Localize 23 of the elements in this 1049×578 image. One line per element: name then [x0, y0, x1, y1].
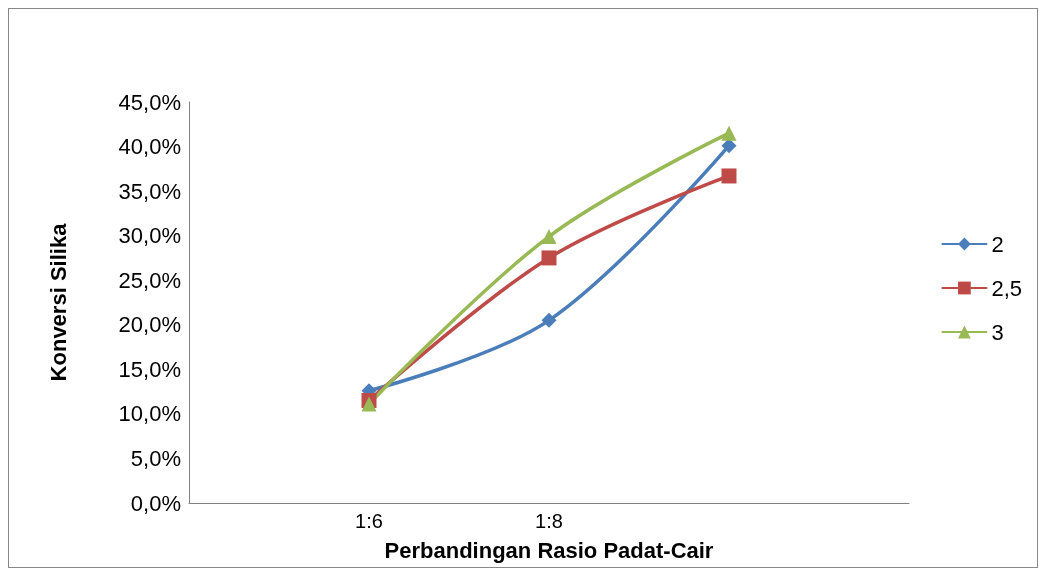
legend-label: 2 [991, 231, 1004, 257]
y-tick-label: 35,0% [118, 178, 181, 204]
y-axis-title: Konversi Silika [45, 222, 71, 382]
y-tick-label: 20,0% [118, 312, 181, 338]
point [541, 250, 557, 266]
x-tick-label: 1:8 [535, 510, 563, 532]
y-tick-label: 10,0% [118, 401, 181, 427]
x-axis-title: Perbandingan Rasio Padat-Cair [384, 537, 714, 563]
y-tick-label: 5,0% [130, 445, 181, 471]
point [721, 168, 737, 184]
point [721, 138, 737, 154]
point [541, 229, 557, 245]
y-tick-label: 25,0% [118, 267, 181, 293]
x-tick-label: 1:6 [355, 510, 383, 532]
legend-label: 3 [991, 319, 1004, 345]
point [721, 125, 737, 141]
y-tick-label: 15,0% [118, 356, 181, 382]
y-tick-label: 30,0% [118, 223, 181, 249]
point [541, 312, 557, 328]
y-tick-label: 40,0% [118, 134, 181, 160]
y-tick-label: 0,0% [130, 490, 181, 516]
legend-label: 2,5 [991, 275, 1023, 301]
y-tick-label: 45,0% [118, 89, 181, 115]
